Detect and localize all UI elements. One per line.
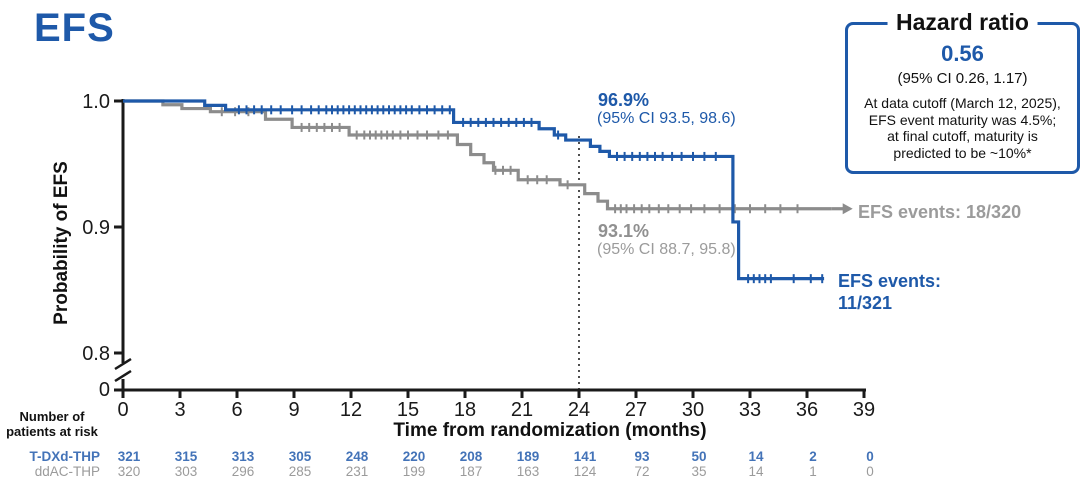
risk-value: 208 xyxy=(460,449,483,464)
risk-row-label: T-DXd-THP xyxy=(30,449,101,464)
x-tick-label: 15 xyxy=(397,399,419,421)
km-curve-ddac xyxy=(123,99,832,211)
tdxd-events-line2: 11/321 xyxy=(838,293,893,313)
risk-value: 296 xyxy=(232,464,255,479)
risk-value: 50 xyxy=(691,449,706,464)
x-axis-title: Time from randomization (months) xyxy=(393,420,707,441)
axis-break-icon xyxy=(114,357,132,371)
risk-value: 231 xyxy=(346,464,369,479)
risk-value: 321 xyxy=(118,449,141,464)
y-tick-label: 1.0 xyxy=(82,91,110,113)
x-tick-label: 33 xyxy=(739,399,761,421)
x-tick-label: 36 xyxy=(796,399,818,421)
hazard-ratio-note-line: At data cutoff (March 12, 2025), xyxy=(864,95,1061,111)
tdxd-events-line1: EFS events: xyxy=(838,271,942,291)
hazard-ratio-note-line: predicted to be ~10%* xyxy=(893,144,1032,161)
risk-value: 0 xyxy=(866,449,874,464)
x-tick-label: 0 xyxy=(117,399,128,421)
risk-value: 248 xyxy=(346,449,369,464)
ddac-events-label: EFS events: 18/320 xyxy=(858,202,1022,222)
hazard-ratio-ci: (95% CI 0.26, 1.17) xyxy=(897,70,1028,87)
risk-value: 320 xyxy=(118,464,141,479)
risk-value: 189 xyxy=(517,449,540,464)
x-tick-label: 39 xyxy=(853,399,875,421)
risk-value: 2 xyxy=(809,449,817,464)
risk-value: 199 xyxy=(403,464,426,479)
risk-value: 313 xyxy=(232,449,255,464)
risk-row-label: ddAC-THP xyxy=(35,464,100,479)
hazard-ratio-note-line: at final cutoff, maturity is xyxy=(887,128,1038,144)
x-tick-label: 24 xyxy=(568,399,590,421)
x-tick-label: 12 xyxy=(340,399,362,421)
risk-value: 72 xyxy=(634,464,649,479)
ddac-24m-rate: 93.1% xyxy=(598,221,650,241)
risk-value: 93 xyxy=(634,449,650,464)
risk-value: 163 xyxy=(517,464,540,479)
risk-table-header-line2: patients at risk xyxy=(6,424,98,439)
x-tick-label: 21 xyxy=(511,399,533,421)
x-tick-label: 6 xyxy=(231,399,242,421)
risk-value: 141 xyxy=(574,449,597,464)
km-curve-tdxd xyxy=(123,99,825,281)
risk-value: 14 xyxy=(748,464,764,479)
hazard-ratio-box-title: Hazard ratio xyxy=(887,9,1038,36)
y-tick-label: 0 xyxy=(99,379,110,401)
risk-value: 303 xyxy=(175,464,198,479)
risk-value: 1 xyxy=(809,464,817,479)
risk-value: 0 xyxy=(866,464,874,479)
risk-value: 187 xyxy=(460,464,483,479)
hazard-ratio-note-line: EFS event maturity was 4.5%; xyxy=(868,111,1057,128)
x-tick-label: 30 xyxy=(682,399,704,421)
page-title: EFS xyxy=(34,6,115,50)
tdxd-24m-rate: 96.9% xyxy=(598,90,650,110)
arrow-right-icon xyxy=(842,203,853,215)
risk-value: 14 xyxy=(748,449,764,464)
risk-value: 315 xyxy=(175,449,198,464)
tdxd-events-label: EFS events: 11/321 xyxy=(838,270,941,314)
ddac-24m-ci: (95% CI 88.7, 95.8) xyxy=(597,241,736,258)
risk-value: 124 xyxy=(574,464,597,479)
axis-break-icon xyxy=(114,369,132,383)
risk-value: 305 xyxy=(289,449,312,464)
risk-value: 285 xyxy=(289,464,312,479)
risk-value: 220 xyxy=(403,449,426,464)
y-axis-title: Probability of EFS xyxy=(51,161,72,325)
tdxd-24m-ci: (95% CI 93.5, 98.6) xyxy=(597,110,736,127)
y-tick-label: 0.8 xyxy=(82,343,110,365)
x-tick-label: 3 xyxy=(174,399,185,421)
x-tick-label: 27 xyxy=(625,399,647,421)
y-tick-label: 0.9 xyxy=(82,217,110,239)
risk-table-header-line1: Number of xyxy=(19,409,85,424)
hazard-ratio-value: 0.56 xyxy=(941,41,984,66)
risk-value: 35 xyxy=(691,464,706,479)
x-tick-label: 9 xyxy=(288,399,299,421)
x-tick-label: 18 xyxy=(454,399,476,421)
hazard-ratio-box: Hazard ratio 0.56 (95% CI 0.26, 1.17) At… xyxy=(845,9,1080,174)
risk-table-header: Number of patients at risk xyxy=(2,409,102,439)
hazard-ratio-note: At data cutoff (March 12, 2025), EFS even… xyxy=(850,95,1075,161)
